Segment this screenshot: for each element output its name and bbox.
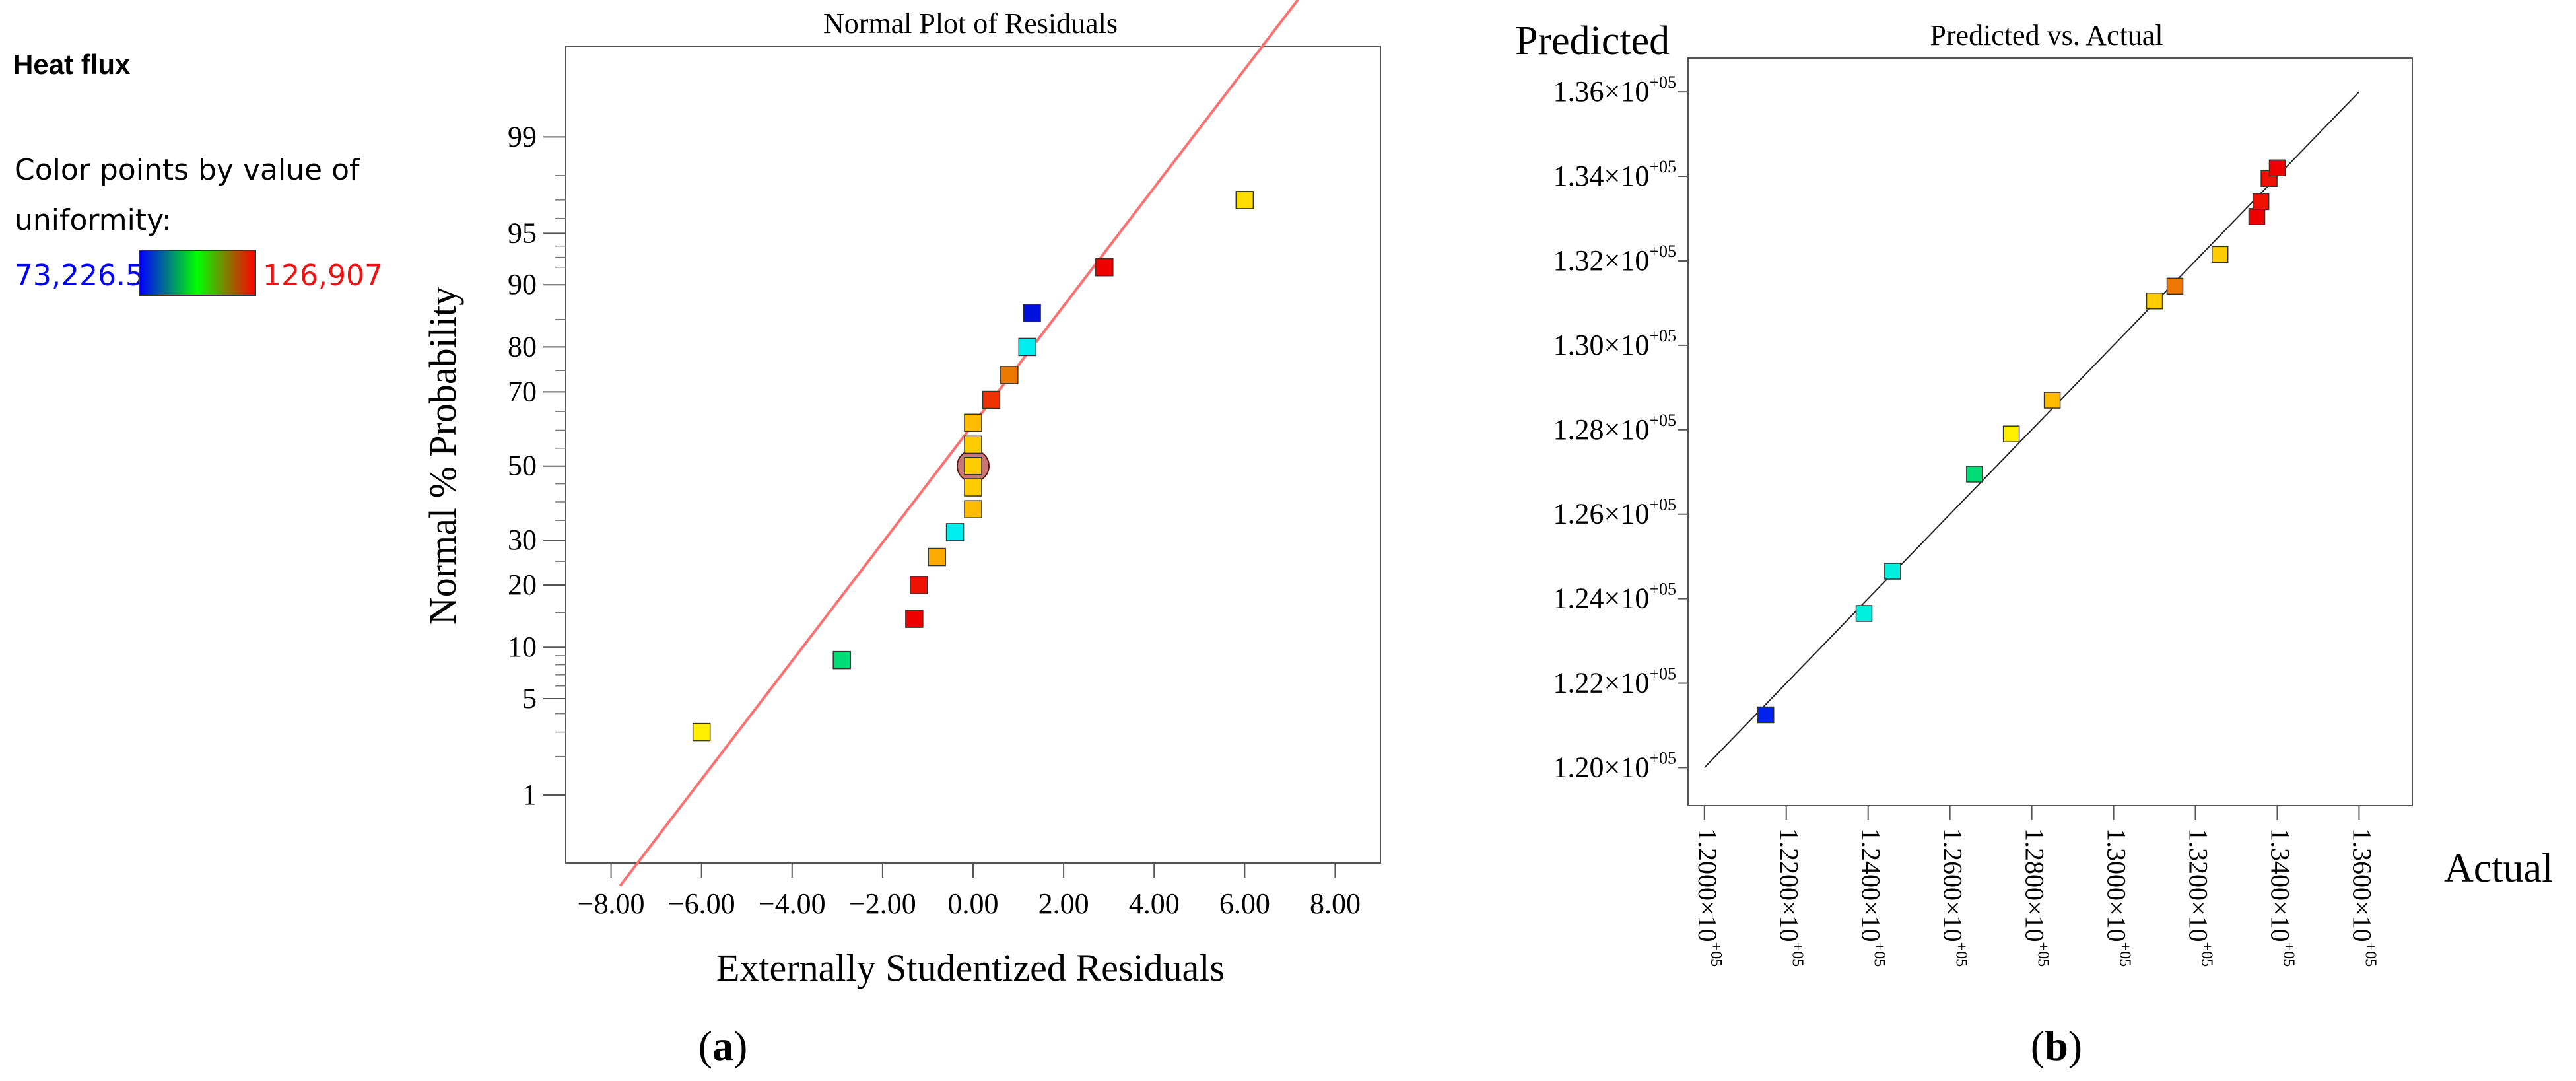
chart-a-y-tick-label: 80	[508, 330, 537, 363]
chart-a-x-tick-label: −8.00	[578, 888, 645, 920]
chart-a-x-axis-label: Externally Studentized Residuals	[716, 946, 1225, 989]
chart-b-x-tick-label: 1.2400×10+05	[1856, 828, 1889, 967]
chart-a-y-tick-label: 1	[522, 779, 537, 811]
chart-a-x-tick-label: 8.00	[1310, 888, 1361, 920]
chart-a-x-tick-label: 4.00	[1129, 888, 1180, 920]
legend-description-line1: Color points by value of	[15, 153, 360, 187]
chart-a-point	[692, 722, 711, 742]
chart-b-title: Predicted vs. Actual	[1930, 19, 2163, 52]
chart-a-point	[909, 576, 928, 594]
chart-b-x-axis-label: Actual	[2444, 846, 2553, 891]
panel-label-a: (a)	[698, 1022, 748, 1069]
chart-b-y-tick-label: 1.30×10+05	[1553, 326, 1677, 361]
chart-b-y-tick-label: 1.34×10+05	[1553, 157, 1677, 192]
chart-b-y-tick-label: 1.22×10+05	[1553, 664, 1677, 699]
chart-b-y-tick-label: 1.20×10+05	[1553, 748, 1677, 783]
chart-b-y-tick-label: 1.28×10+05	[1553, 411, 1677, 446]
chart-b-y-tick-label: 1.26×10+05	[1553, 495, 1677, 530]
chart-a-point	[1095, 258, 1114, 277]
chart-b-point	[2211, 246, 2229, 263]
chart-b-point	[2043, 392, 2061, 409]
chart-b-point	[2146, 292, 2163, 310]
chart-a-point	[1018, 337, 1037, 357]
predicted-actual-panel: Predicted vs. Actual Predicted 1.20×10+0…	[1515, 18, 2553, 1069]
legend-min-value: 73,226.5	[15, 259, 144, 293]
chart-a-x-tick-label: 2.00	[1038, 888, 1089, 920]
chart-a-y-axis: 1 5 10 20 30 50 70 80 90 95 99	[508, 120, 566, 811]
chart-a-y-tick-label: 10	[508, 631, 537, 663]
chart-b-point	[1884, 563, 1901, 580]
chart-b-x-tick-label: 1.3600×10+05	[2347, 828, 2379, 967]
color-scale-bar	[139, 250, 256, 296]
chart-a-y-tick-label: 99	[508, 120, 537, 153]
chart-b-point	[2166, 277, 2184, 295]
chart-b-y-tick-label: 1.24×10+05	[1553, 580, 1677, 615]
chart-a-y-tick-label: 20	[508, 569, 537, 601]
chart-a-point	[982, 390, 1001, 409]
panel-label-b: (b)	[2031, 1022, 2082, 1069]
chart-b-point	[2002, 425, 2020, 442]
chart-a-point	[1000, 366, 1019, 384]
chart-b-x-tick-label: 1.2000×10+05	[1693, 828, 1725, 967]
chart-b-x-tick-label: 1.2200×10+05	[1775, 828, 1807, 967]
chart-a-point	[832, 650, 851, 670]
chart-b-plot-frame	[1687, 57, 2413, 806]
chart-b-y-tick-label: 1.36×10+05	[1553, 73, 1677, 108]
chart-b-point	[1966, 466, 1983, 483]
chart-a-y-tick-label: 70	[508, 375, 537, 407]
chart-a-y-tick-label: 30	[508, 524, 537, 556]
chart-a-x-tick-label: 0.00	[948, 888, 999, 920]
chart-b-y-axis-label: Predicted	[1515, 18, 1670, 63]
chart-a-x-axis: −8.00 −6.00 −4.00 −2.00 0.00 2.00 4.00 6.00 8.00	[578, 863, 1361, 920]
normal-plot-panel: Normal Plot of Residuals 1 5 10 20 30 50 70 80 9…	[421, 0, 1381, 1069]
chart-a-point	[964, 500, 982, 518]
chart-b-x-tick-label: 1.3200×10+05	[2183, 828, 2216, 967]
chart-a-reference-line	[619, 0, 1300, 887]
chart-a-point	[928, 547, 946, 567]
chart-a-point	[945, 523, 965, 541]
chart-b-y-tick-label: 1.32×10+05	[1553, 242, 1677, 277]
chart-b-point	[2268, 159, 2286, 177]
chart-a-points	[692, 191, 1254, 742]
chart-b-x-tick-label: 1.3000×10+05	[2101, 828, 2134, 967]
chart-a-x-tick-label: 6.00	[1219, 888, 1270, 920]
chart-a-y-axis-label: Normal % Probability	[421, 287, 464, 625]
chart-a-x-tick-label: −4.00	[759, 888, 826, 920]
chart-b-reference-line	[1704, 91, 2360, 769]
chart-a-y-tick-label: 95	[508, 217, 537, 249]
chart-a-point	[905, 610, 924, 628]
chart-b-point	[1757, 706, 1775, 724]
chart-b-x-axis: 1.2000×10+05 1.2200×10+05 1.2400×10+05 1.26…	[1693, 806, 2379, 967]
chart-b-x-tick-label: 1.2600×10+05	[1938, 828, 1970, 967]
chart-a-title: Normal Plot of Residuals	[823, 7, 1118, 40]
chart-b-point	[2252, 193, 2270, 211]
chart-b-x-tick-label: 1.2800×10+05	[2019, 828, 2052, 967]
chart-a-point	[964, 435, 982, 454]
chart-b-y-axis: 1.20×10+05 1.22×10+05 1.24×10+05 1.26×10+05…	[1553, 73, 1688, 783]
legend-title: Heat flux	[13, 49, 131, 80]
chart-a-point	[964, 413, 982, 433]
chart-b-x-tick-label: 1.3400×10+05	[2265, 828, 2297, 967]
chart-a-y-tick-label: 5	[522, 682, 537, 715]
chart-a-x-tick-label: −6.00	[668, 888, 735, 920]
legend-description-line2: uniformity:	[15, 203, 172, 237]
chart-a-point	[964, 456, 982, 475]
chart-a-point	[1235, 191, 1254, 209]
chart-a-x-tick-label: −2.00	[849, 888, 916, 920]
chart-b-point	[2248, 208, 2266, 225]
chart-a-y-tick-label: 50	[508, 450, 537, 482]
chart-b-points	[1757, 159, 2286, 724]
legend-max-value: 126,907	[263, 259, 383, 293]
chart-a-point	[964, 478, 982, 497]
chart-a-point	[1023, 304, 1041, 323]
chart-a-y-tick-label: 90	[508, 268, 537, 300]
chart-b-point	[1855, 605, 1873, 622]
